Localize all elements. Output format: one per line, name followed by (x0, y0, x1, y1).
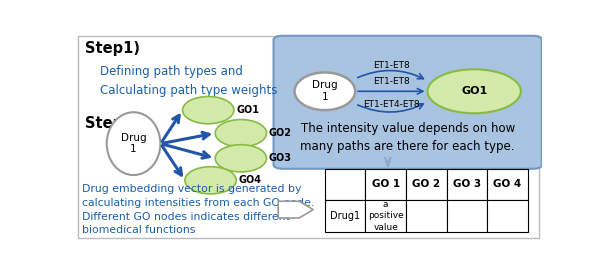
Bar (487, 169, 528, 200)
Bar (487, 200, 528, 232)
Text: ET1-ET8: ET1-ET8 (373, 77, 410, 86)
Bar (325, 200, 365, 232)
Ellipse shape (182, 97, 234, 124)
Ellipse shape (216, 120, 267, 147)
Text: The intensity value depends on how
many paths are there for each type.: The intensity value depends on how many … (300, 122, 515, 153)
Bar (447, 200, 487, 232)
Bar (325, 169, 365, 200)
Polygon shape (278, 201, 313, 218)
Ellipse shape (107, 112, 160, 175)
Text: Drug embedding vector is generated by
calculating intensities from each GO node.: Drug embedding vector is generated by ca… (82, 184, 314, 235)
Text: Step2): Step2) (84, 116, 140, 131)
Text: Step1): Step1) (84, 41, 140, 56)
Ellipse shape (216, 145, 267, 172)
Text: GO3: GO3 (269, 153, 292, 163)
Text: Drug1: Drug1 (330, 211, 360, 221)
Text: ET1-ET8: ET1-ET8 (373, 61, 410, 70)
FancyBboxPatch shape (273, 36, 542, 169)
Text: GO4: GO4 (238, 175, 261, 185)
Bar (365, 169, 406, 200)
Ellipse shape (294, 72, 355, 110)
Text: Drug
1: Drug 1 (121, 133, 146, 154)
Text: GO1: GO1 (236, 105, 259, 115)
Bar (447, 169, 487, 200)
Text: GO 4: GO 4 (494, 180, 522, 190)
Text: GO 3: GO 3 (453, 180, 481, 190)
Bar (365, 200, 406, 232)
Ellipse shape (427, 69, 521, 113)
Ellipse shape (185, 167, 236, 194)
Text: a
positive
value: a positive value (368, 200, 403, 231)
Text: GO2: GO2 (269, 128, 292, 138)
Text: GO 1: GO 1 (371, 180, 400, 190)
Text: GO 2: GO 2 (412, 180, 441, 190)
Text: Drug
1: Drug 1 (312, 81, 338, 102)
Text: Defining path types and
    Calculating path type weights: Defining path types and Calculating path… (84, 65, 277, 97)
Text: ET1-ET4-ET8: ET1-ET4-ET8 (363, 100, 420, 109)
Bar (406, 200, 447, 232)
Bar (406, 169, 447, 200)
FancyBboxPatch shape (78, 36, 539, 238)
Text: GO1: GO1 (461, 86, 487, 96)
